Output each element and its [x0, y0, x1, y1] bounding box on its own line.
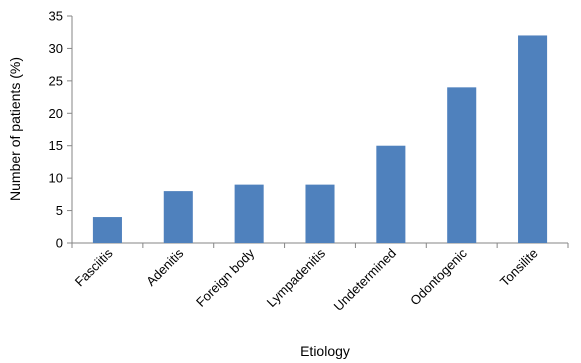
- bar-undetermined: [376, 145, 406, 243]
- bar-odontogenic: [447, 87, 477, 243]
- x-tick-label: Adenitis: [143, 245, 187, 289]
- x-axis: Fasciitis Adenitis Foreign body Lympadeniti…: [71, 242, 569, 314]
- y-tick-label: 25: [49, 73, 63, 88]
- x-tick-label: Odontogenic: [407, 245, 470, 308]
- y-tick-label: 35: [49, 9, 63, 24]
- bar-tonsilite: [518, 35, 548, 244]
- y-tick-label: 0: [56, 236, 63, 251]
- y-axis-title: Number of patients (%): [7, 57, 23, 201]
- y-tick-label: 30: [49, 41, 63, 56]
- bar-lympadenitis: [305, 184, 335, 243]
- bar-foreign-body: [234, 184, 264, 243]
- y-tick-label: 5: [56, 203, 63, 218]
- x-tick-label: Tonsilite: [497, 246, 541, 290]
- x-tick-label: Lympadenitis: [264, 245, 329, 310]
- x-tick-label: Undetermined: [331, 246, 399, 314]
- y-tick-label: 10: [49, 171, 63, 186]
- y-tick-label: 20: [49, 106, 63, 121]
- bar-fasciitis: [92, 217, 122, 243]
- x-axis-title: Etiology: [300, 343, 350, 359]
- y-tick-label: 15: [49, 138, 63, 153]
- bars: [92, 35, 548, 244]
- x-tick-label: Fasciitis: [72, 245, 116, 289]
- x-tick-label: Foreign body: [193, 245, 258, 310]
- bar-adenitis: [163, 191, 193, 243]
- y-axis: 0 5 10 15 20 25 30 35: [49, 9, 73, 251]
